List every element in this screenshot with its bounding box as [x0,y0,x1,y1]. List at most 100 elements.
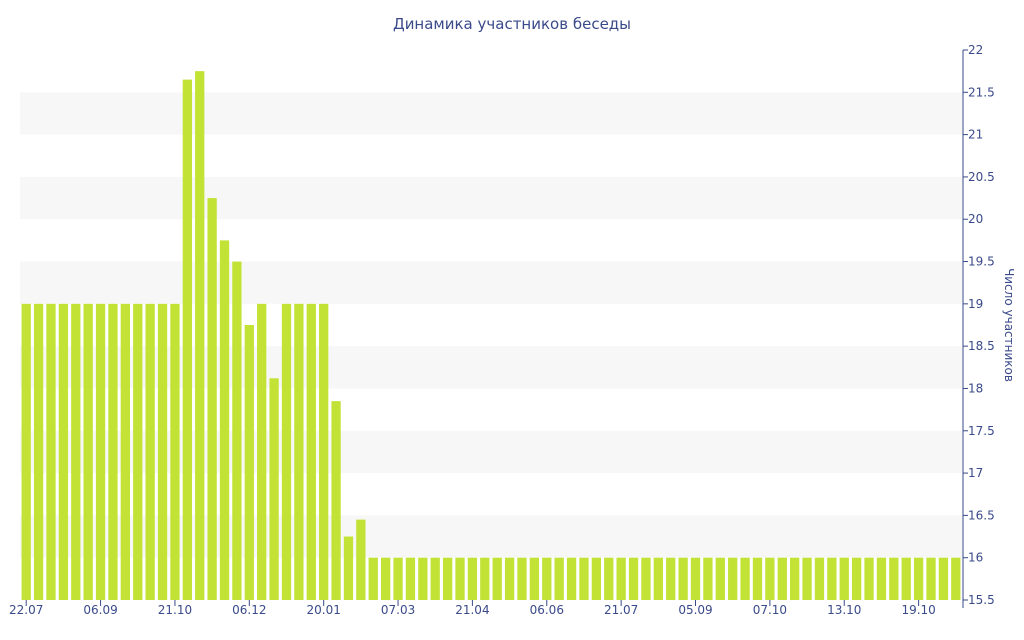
bar [765,557,775,600]
y-tick-label: 20 [968,212,983,226]
bar [628,557,639,600]
y-tick-label: 18.5 [968,339,995,353]
bar [95,303,106,600]
y-tick-label: 15.5 [968,593,995,607]
bar [715,557,725,600]
bar [492,557,502,600]
bar [467,557,478,600]
bar [579,557,589,600]
bar [901,557,911,600]
bar [108,303,118,600]
bar [566,557,577,600]
x-tick-label: 13.10 [827,603,861,617]
bar [480,557,490,600]
bar [182,79,192,601]
bar [21,303,31,600]
y-tick-label: 19.5 [968,255,995,269]
chart-title: Динамика участников беседы [393,15,631,33]
bar [839,557,849,600]
bar [331,401,341,600]
x-tick-label: 21.04 [455,603,489,617]
bar [83,303,93,600]
bar [281,303,292,600]
bar [851,557,862,600]
x-tick-label: 06.12 [232,603,266,617]
grid-band [20,261,962,304]
grid-band [20,176,962,220]
bar [356,519,366,600]
bar [405,557,416,600]
bar [430,557,440,600]
bar [58,303,69,600]
x-tick-label: 07.10 [753,603,787,617]
bar [641,557,651,600]
bar [554,557,564,600]
bar [728,557,738,600]
y-tick-label: 18 [968,381,983,395]
bar [257,303,267,600]
bar [343,536,354,600]
bar [219,240,230,600]
bar [666,557,676,600]
y-tick-label: 20.5 [968,170,995,184]
bar [455,557,465,600]
bar [504,557,515,600]
x-tick-label: 19.10 [901,603,935,617]
bar [157,303,168,600]
x-tick-label: 21.07 [604,603,638,617]
bar [232,261,242,600]
y-axis-ticks: 15.5 16 16.5 17 17.5 18 18.5 19 19.5 20 20.5 21 21.5… [963,43,995,607]
bar [393,557,403,600]
bar [418,557,428,600]
bar [368,557,378,600]
bar [814,557,825,600]
bar [913,557,924,600]
bar [678,557,688,600]
bar [604,557,614,600]
bar [517,557,527,600]
bar [616,557,626,600]
bar [653,557,663,600]
bar [442,557,453,600]
bar [889,557,899,600]
bar [876,557,887,600]
bar [951,557,961,600]
bar [170,303,180,600]
bar [938,557,949,600]
bar [145,303,155,600]
bar [71,303,81,600]
bar [703,557,713,600]
bar [827,557,837,600]
bar [740,557,750,600]
bar [133,303,143,600]
bars [21,71,961,601]
y-tick-label: 22 [968,43,983,57]
bar [690,557,701,600]
bar [752,557,763,600]
bar [244,325,254,600]
x-tick-label: 06.09 [83,603,117,617]
bar [306,303,316,600]
bar [529,557,540,600]
x-tick-label: 20.01 [306,603,340,617]
bar [33,303,44,600]
x-tick-label: 05.09 [678,603,712,617]
grid-bands [20,92,962,558]
y-tick-label: 17 [968,466,983,480]
grid-band [20,92,962,135]
x-tick-label: 21.10 [158,603,192,617]
y-axis-label: Число участников [1002,268,1016,382]
y-tick-label: 17.5 [968,424,995,438]
bar [46,303,56,600]
bar [269,378,279,600]
y-tick-label: 19 [968,297,983,311]
y-tick-label: 21.5 [968,85,995,99]
x-tick-label: 22.07 [9,603,43,617]
bar [591,557,602,600]
y-tick-label: 21 [968,128,983,142]
x-tick-label: 07.03 [381,603,415,617]
bar [294,303,304,600]
bar [319,303,329,600]
bar [380,557,391,600]
bar [926,557,936,600]
